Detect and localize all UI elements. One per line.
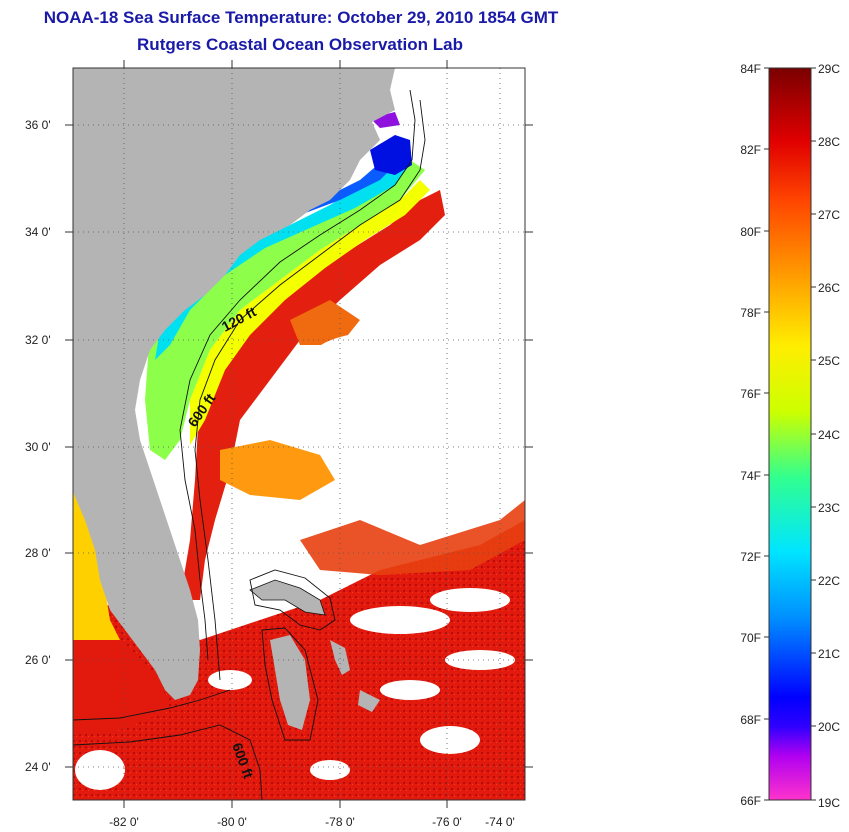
lat-label: 26 0' <box>25 653 51 667</box>
lat-label: 34 0' <box>25 225 51 239</box>
colorbar-gradient <box>768 67 812 801</box>
lat-label: 32 0' <box>25 333 51 347</box>
f-label: 74F <box>740 469 761 483</box>
colorbar-c-labels: 29C 28C 27C 26C 25C 24C 23C 22C 21C 20C … <box>818 62 840 810</box>
f-label: 84F <box>740 62 761 76</box>
shelf-green-band <box>145 160 425 460</box>
gulf-of-mexico-warm <box>73 640 170 735</box>
shelf-cyan-band <box>155 162 412 360</box>
latitude-labels: 36 0' 34 0' 32 0' 30 0' 28 0' 26 0' 24 0… <box>25 118 51 774</box>
cloud-patches <box>75 270 515 790</box>
bathymetry-contours <box>73 89 426 800</box>
graticule <box>73 68 525 800</box>
c-label: 26C <box>818 281 840 295</box>
lat-label: 24 0' <box>25 760 51 774</box>
c-label: 23C <box>818 501 840 515</box>
warm-patch-orange <box>220 440 335 500</box>
pamlico-sound-cold <box>370 135 412 175</box>
c-label: 19C <box>818 796 840 810</box>
shelf-yellow-band <box>190 180 430 445</box>
lon-label: -78 0' <box>325 815 355 829</box>
map-frame <box>72 67 526 801</box>
land-bahamas-andros <box>270 635 310 730</box>
colorbar-f-ticks <box>764 67 769 801</box>
land-bahamas-small <box>358 690 380 712</box>
colorbar-c-ticks <box>811 67 816 801</box>
c-label: 27C <box>818 208 840 222</box>
colorbar-f-labels: 84F 82F 80F 78F 76F 74F 72F 70F 68F 66F <box>740 62 761 808</box>
lon-label: -74 0' <box>485 815 515 829</box>
f-label: 76F <box>740 387 761 401</box>
f-label: 82F <box>740 143 761 157</box>
temperature-colorbar: 84F 82F 80F 78F 76F 74F 72F 70F 68F 66F … <box>740 62 840 810</box>
c-label: 21C <box>818 647 840 661</box>
f-label: 80F <box>740 225 761 239</box>
land-bahamas-eleuthera <box>330 640 350 675</box>
f-label: 68F <box>740 713 761 727</box>
lon-label: -76 0' <box>432 815 462 829</box>
f-label: 70F <box>740 631 761 645</box>
lat-label: 30 0' <box>25 440 51 454</box>
f-label: 78F <box>740 306 761 320</box>
c-label: 20C <box>818 720 840 734</box>
c-label: 28C <box>818 135 840 149</box>
warm-water-gulf-stream <box>180 190 445 600</box>
c-label: 29C <box>818 62 840 76</box>
lat-label: 28 0' <box>25 546 51 560</box>
f-label: 66F <box>740 794 761 808</box>
lon-label: -80 0' <box>217 815 247 829</box>
warm-patch-orange-2 <box>290 300 360 345</box>
f-label: 72F <box>740 550 761 564</box>
land-us-southeast <box>73 68 395 700</box>
land-bahamas-abaco <box>249 579 326 616</box>
map-plot-area: 120 ft 600 ft 600 ft <box>73 68 525 800</box>
lat-label: 36 0' <box>25 118 51 132</box>
longitude-labels: -82 0' -80 0' -78 0' -76 0' -74 0' <box>109 815 515 829</box>
lon-label: -82 0' <box>109 815 139 829</box>
chesapeake-purple <box>370 112 400 128</box>
c-label: 25C <box>818 354 840 368</box>
map-subtitle: Rutgers Coastal Ocean Observation Lab <box>137 35 463 54</box>
warm-water-offshore <box>300 500 525 575</box>
c-label: 24C <box>818 428 840 442</box>
map-axis-ticks <box>65 60 533 808</box>
c-label: 22C <box>818 574 840 588</box>
map-title: NOAA-18 Sea Surface Temperature: October… <box>43 8 559 27</box>
